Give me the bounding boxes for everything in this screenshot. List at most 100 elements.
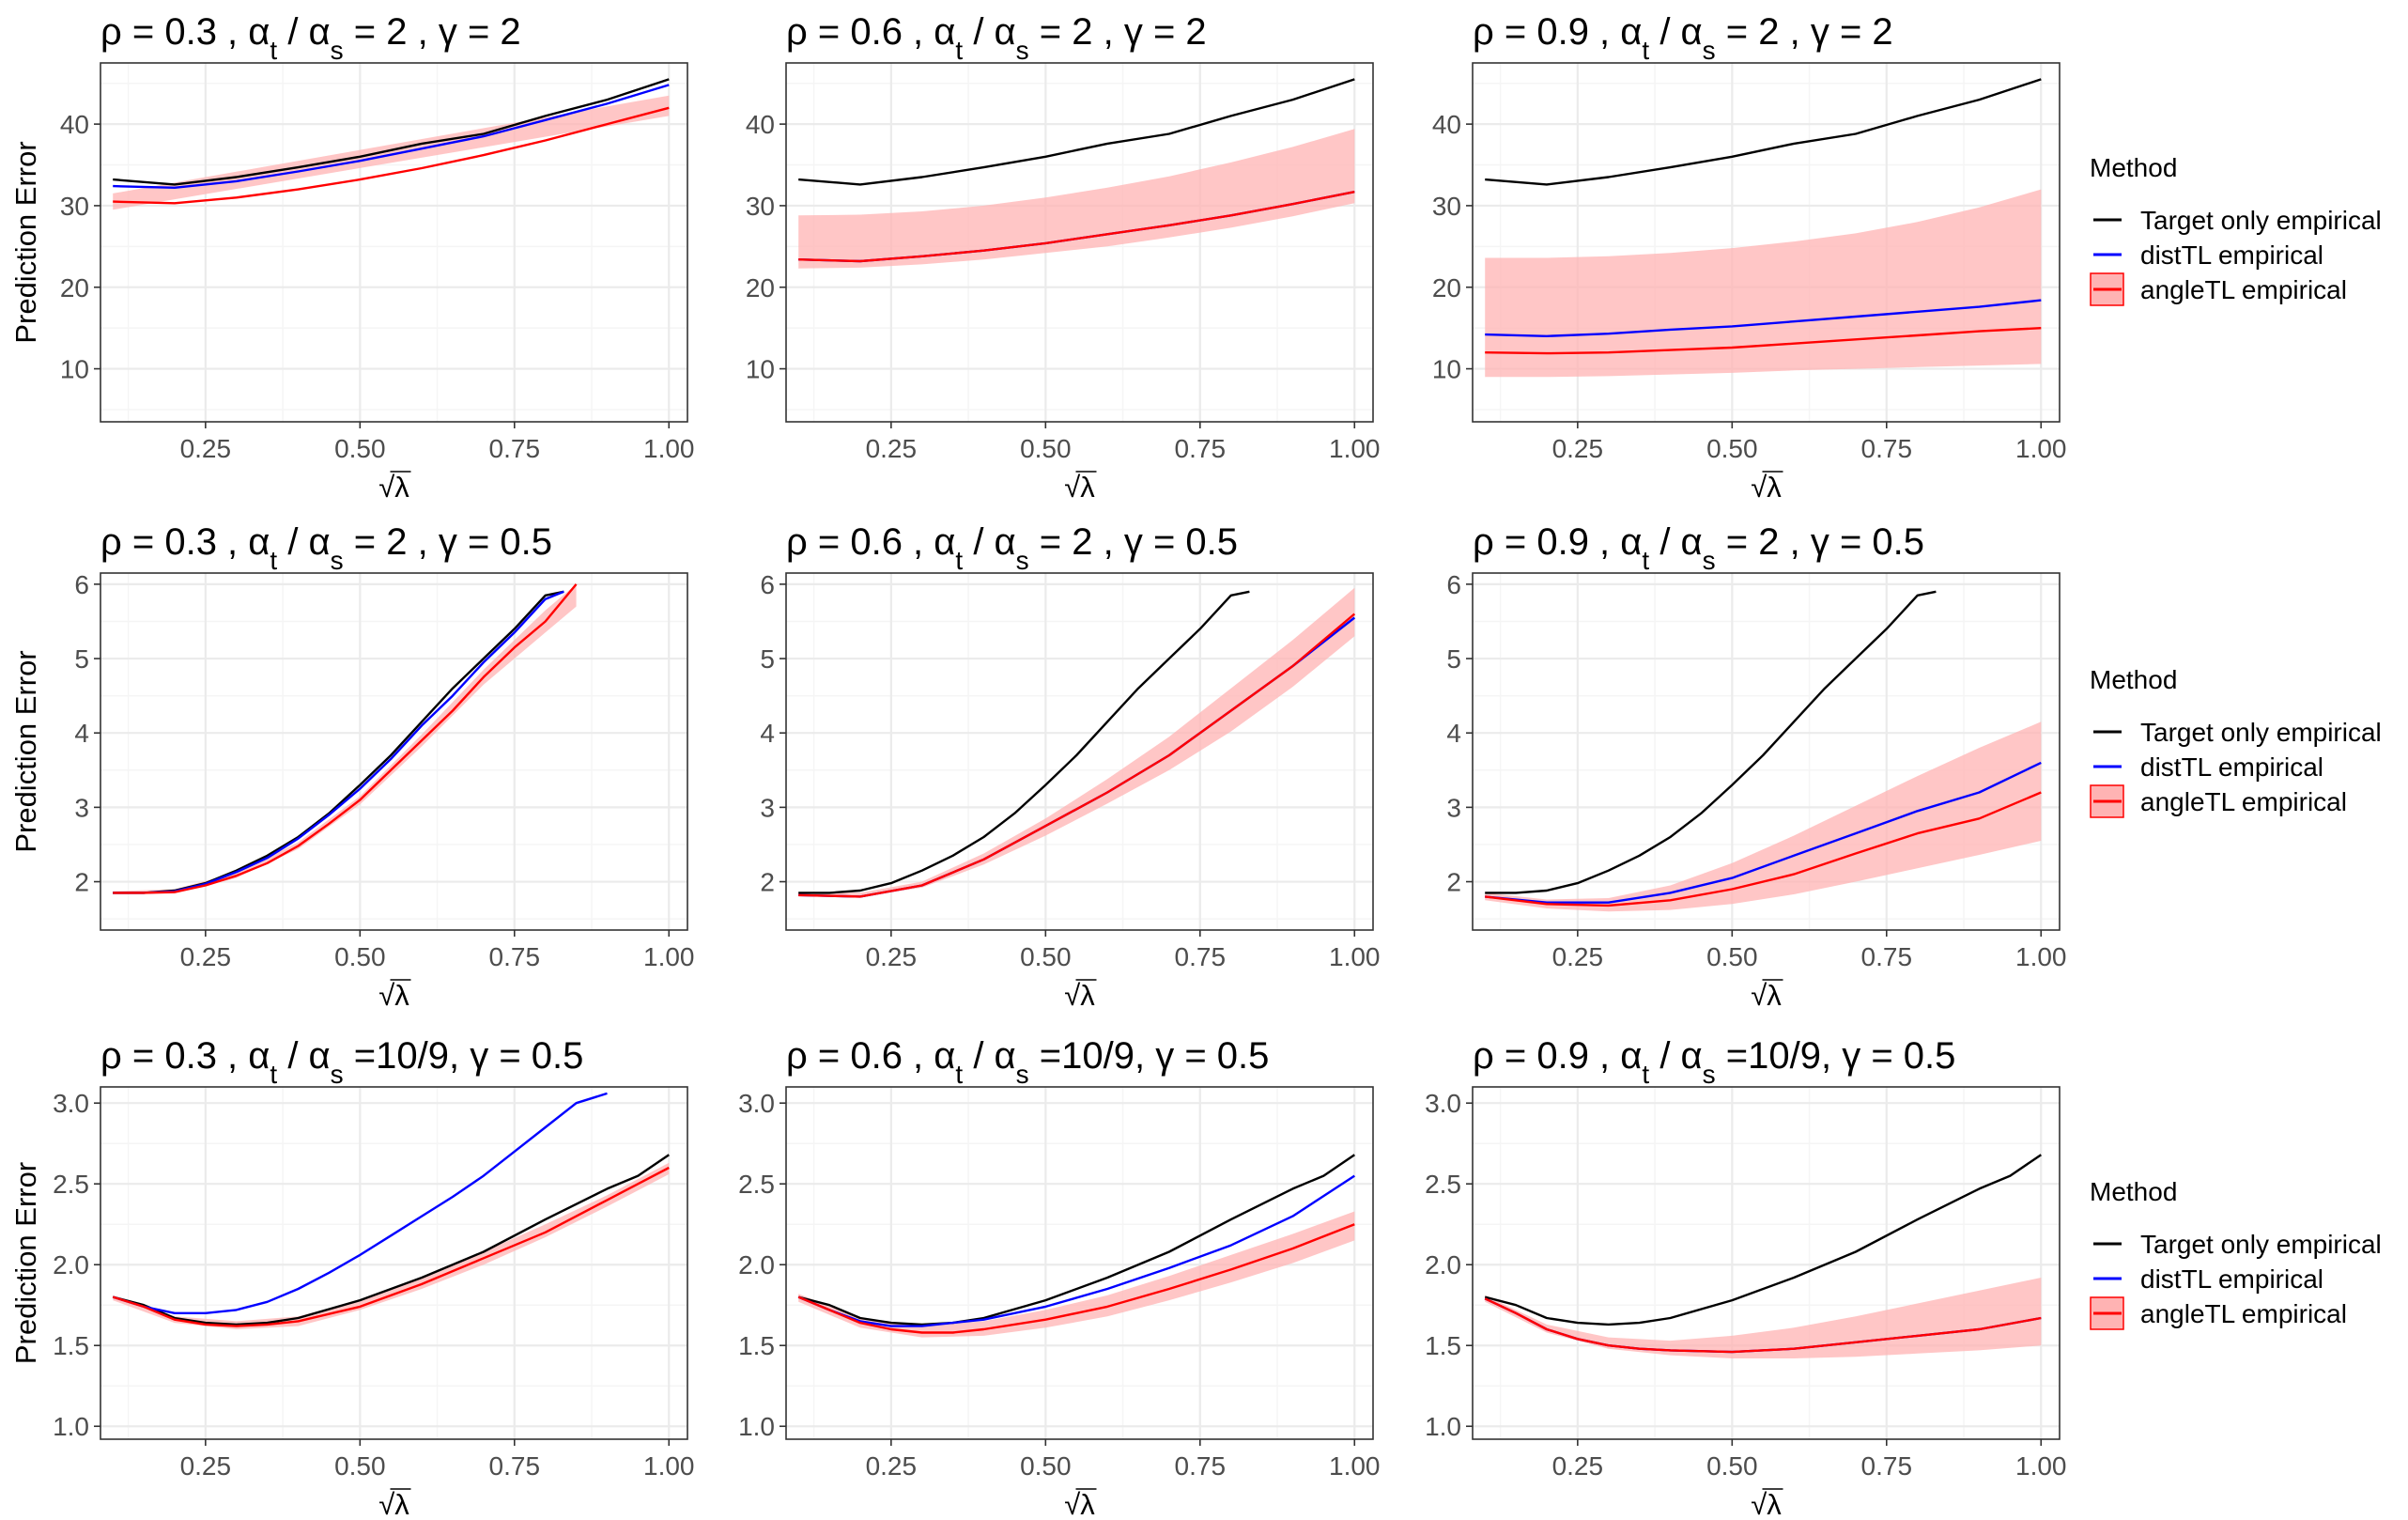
y-tick-label: 1.5 — [738, 1331, 775, 1360]
title-text: / α — [963, 11, 1015, 53]
title-text: = 2 , γ = 0.5 — [1029, 521, 1238, 563]
y-tick-label: 5 — [1446, 644, 1461, 674]
x-tick-label: 1.00 — [643, 942, 695, 971]
title-subscript: s — [1016, 546, 1029, 575]
x-axis-title: √λ — [1751, 1488, 1782, 1520]
series-line-angle — [798, 613, 1356, 898]
title-subscript: s — [1703, 1060, 1716, 1089]
y-tick-label: 20 — [1432, 273, 1461, 302]
y-tick-label: 40 — [1432, 110, 1461, 139]
series-line-target — [798, 78, 1355, 186]
y-tick-label: 6 — [74, 570, 89, 599]
title-text: ρ = 0.3 , α — [100, 521, 270, 563]
title-text: ρ = 0.9 , α — [1473, 521, 1642, 563]
panel-title: ρ = 0.3 , αt / αs =10/9, γ = 0.5 — [100, 1035, 583, 1089]
x-tick-label: 0.25 — [180, 1451, 232, 1481]
x-tick-label: 1.00 — [643, 1451, 695, 1481]
panel-border — [1472, 1086, 2061, 1440]
series-line-dist — [797, 1174, 1355, 1327]
x-tick-label: 0.25 — [866, 942, 918, 971]
y-tick-label: 3 — [760, 793, 775, 822]
x-tick-label: 0.25 — [1552, 434, 1604, 463]
title-text: / α — [277, 521, 330, 563]
panel-border — [785, 1086, 1374, 1440]
y-axis-title: Prediction Error — [9, 1162, 42, 1364]
panel-border — [785, 62, 1374, 423]
title-text: ρ = 0.3 , α — [100, 11, 270, 53]
y-tick-label: 1.0 — [738, 1412, 775, 1441]
panel-background — [100, 1087, 687, 1439]
x-tick-label: 1.00 — [2015, 434, 2067, 463]
panel-title: ρ = 0.6 , αt / αs =10/9, γ = 0.5 — [786, 1035, 1269, 1089]
legend-label-target: Target only empirical — [2140, 1230, 2382, 1259]
y-tick-label: 30 — [746, 192, 775, 221]
panel-border — [1472, 572, 2061, 931]
legend-row-2: Method Target only empirical distTL empiri… — [2090, 665, 2382, 818]
x-tick-label: 0.25 — [1552, 942, 1604, 971]
y-tick-label: 10 — [1432, 355, 1461, 384]
y-tick-label: 1.5 — [1425, 1331, 1461, 1360]
title-subscript: t — [270, 546, 277, 575]
legend-label-dist: distTL empirical — [2140, 240, 2323, 270]
panel-title: ρ = 0.6 , αt / αs = 2 , γ = 0.5 — [786, 521, 1238, 575]
y-tick-label: 1.0 — [1425, 1412, 1461, 1441]
title-text: ρ = 0.6 , α — [786, 521, 955, 563]
title-text: = 2 , γ = 0.5 — [344, 521, 552, 563]
title-subscript: t — [1642, 546, 1649, 575]
title-text: / α — [1649, 11, 1702, 53]
y-tick-label: 2 — [74, 868, 89, 897]
legend-title: Method — [2090, 153, 2177, 182]
y-tick-label: 3 — [1446, 793, 1461, 822]
title-text: = 2 , γ = 2 — [344, 11, 521, 53]
y-tick-label: 6 — [760, 570, 775, 599]
legend-label-target: Target only empirical — [2140, 718, 2382, 747]
panel-title: ρ = 0.3 , αt / αs = 2 , γ = 0.5 — [100, 521, 552, 575]
legend-row-1: Method Target only empirical distTL empiri… — [2090, 153, 2382, 306]
panel-border — [100, 62, 688, 423]
y-tick-label: 10 — [746, 355, 775, 384]
x-axis-title: √λ — [1751, 471, 1782, 504]
title-text: =10/9, γ = 0.5 — [344, 1035, 584, 1077]
panel-title: ρ = 0.9 , αt / αs = 2 , γ = 2 — [1473, 11, 1893, 65]
x-tick-label: 1.00 — [1329, 434, 1381, 463]
x-axis-title: √λ — [1064, 471, 1095, 504]
x-tick-label: 0.75 — [1861, 1451, 1913, 1481]
series-line-dist — [112, 1092, 608, 1315]
panel-5: 0.25 0.50 0.75 1.00 2 3 4 5 6 √λ ρ = 0.6 , αt / αs… — [760, 521, 1380, 1012]
x-tick-label: 0.50 — [1706, 434, 1758, 463]
panel-title: ρ = 0.9 , αt / αs = 2 , γ = 0.5 — [1473, 521, 1924, 575]
y-tick-label: 2.0 — [53, 1250, 89, 1280]
title-subscript: s — [1016, 1060, 1029, 1089]
title-text: / α — [1649, 521, 1702, 563]
legend-label-angle: angleTL empirical — [2140, 275, 2347, 304]
x-tick-label: 0.50 — [1706, 1451, 1758, 1481]
x-tick-label: 0.50 — [1020, 942, 1072, 971]
y-tick-label: 40 — [60, 110, 89, 139]
x-tick-label: 0.50 — [334, 1451, 386, 1481]
legend-label-angle: angleTL empirical — [2140, 1299, 2347, 1328]
x-axis-title: √λ — [378, 979, 409, 1012]
y-tick-label: 6 — [1446, 570, 1461, 599]
title-subscript: t — [1642, 1060, 1649, 1089]
title-subscript: t — [955, 36, 963, 65]
x-tick-label: 0.25 — [180, 434, 232, 463]
panel-7: 0.25 0.50 0.75 1.00 1.0 1.5 2.0 2.5 3.0 √λ Predict… — [9, 1035, 695, 1520]
x-tick-label: 1.00 — [1329, 1451, 1381, 1481]
series-line-angle — [798, 191, 1355, 263]
y-tick-label: 30 — [60, 192, 89, 221]
y-axis-title: Prediction Error — [9, 650, 42, 852]
title-text: ρ = 0.6 , α — [786, 11, 955, 53]
x-tick-label: 0.75 — [1175, 434, 1227, 463]
x-axis-title: √λ — [1064, 979, 1095, 1012]
panel-border — [1472, 62, 2061, 423]
title-subscript: s — [331, 1060, 344, 1089]
panel-3: 0.25 0.50 0.75 1.00 10 20 30 40 √λ ρ = 0.9 , αt /… — [1432, 11, 2067, 504]
x-tick-label: 0.50 — [334, 942, 386, 971]
panel-9: 0.25 0.50 0.75 1.00 1.0 1.5 2.0 2.5 3.0 √λ ρ = 0.9… — [1425, 1035, 2066, 1520]
x-tick-label: 0.25 — [866, 434, 918, 463]
y-tick-label: 2.5 — [53, 1170, 89, 1199]
y-tick-label: 4 — [1446, 719, 1461, 748]
x-tick-label: 0.50 — [1706, 942, 1758, 971]
x-tick-label: 0.50 — [334, 434, 386, 463]
